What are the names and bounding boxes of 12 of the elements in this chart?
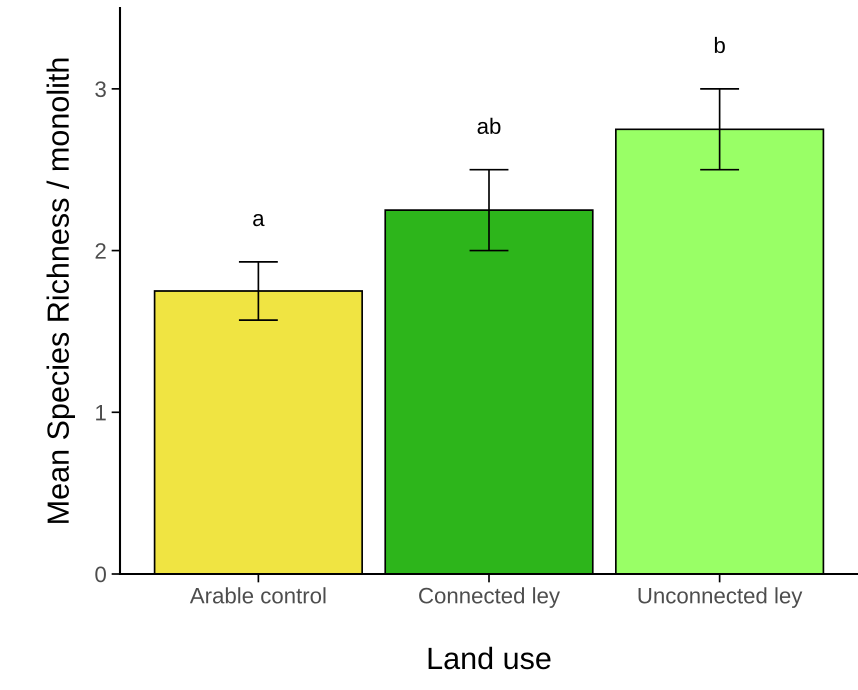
- y-tick-label: 2: [96, 243, 106, 259]
- y-tick-label: 1: [96, 405, 106, 420]
- annotation: a: [253, 214, 265, 226]
- x-tick-label: Arable control: [190, 587, 326, 604]
- y-tick-label: 0: [95, 566, 106, 582]
- x-tick-label: Connected ley: [419, 587, 560, 608]
- y-tick-label: 3: [95, 81, 106, 98]
- annotation: ab: [478, 118, 500, 134]
- x-tick-label: Unconnected ley: [638, 587, 802, 608]
- y-axis-title: Mean Species Richness / monolith: [46, 58, 76, 523]
- annotation: b: [714, 36, 725, 54]
- x-axis-title: Land use: [428, 646, 551, 670]
